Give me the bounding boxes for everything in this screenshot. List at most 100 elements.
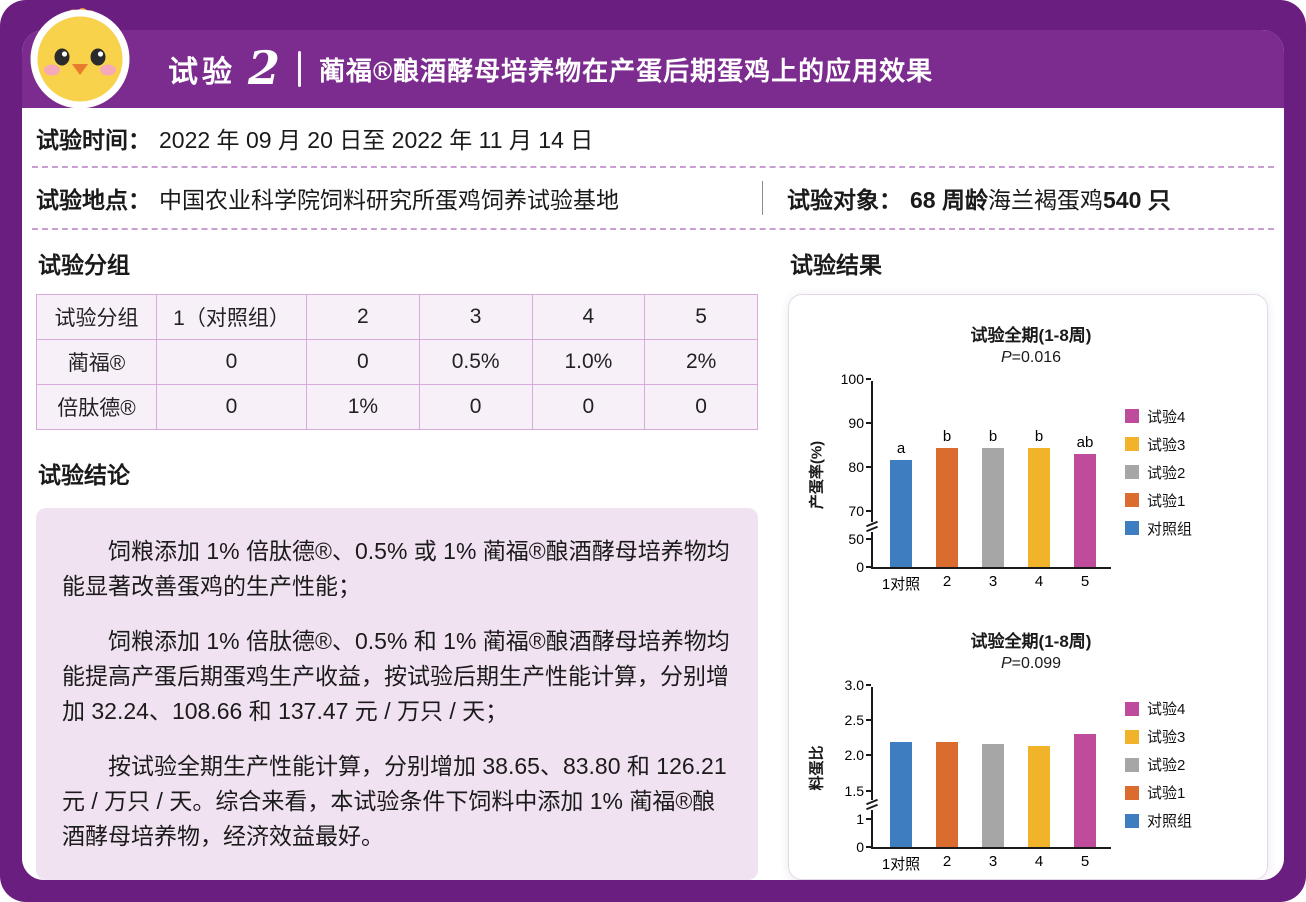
y-tick-mark bbox=[866, 683, 871, 686]
trial-location: 试验地点： 中国农业科学院饲料研究所蛋鸡饲养试验基地 bbox=[22, 179, 762, 217]
trial-subject-breed: 海兰褐蛋鸡 bbox=[987, 187, 1103, 213]
chart-legend: 试验4 试验3 试验2 试验1 对照组 bbox=[1125, 691, 1192, 838]
chart-bar bbox=[1074, 454, 1096, 567]
chart-bar bbox=[1028, 745, 1050, 847]
chart-bar bbox=[890, 741, 912, 847]
row-header-cell: 试验分组 bbox=[36, 294, 157, 340]
page-title: 蔺福®酿酒酵母培养物在产蛋后期蛋鸡上的应用效果 bbox=[319, 55, 934, 86]
legend-label: 对照组 bbox=[1147, 520, 1193, 538]
y-tick-mark bbox=[866, 845, 871, 848]
x-tick-label: 4 bbox=[1034, 573, 1044, 590]
table-cell: 0 bbox=[156, 384, 307, 430]
conclusion-heading: 试验结论 bbox=[38, 462, 130, 488]
legend-label: 试验1 bbox=[1147, 492, 1186, 510]
right-column: 试验结果 试验全期(1-8周) P=0.016 产蛋率(%) 0 50 70 80 90… bbox=[788, 242, 1268, 880]
table-row: 试验分组 1（对照组） 2 3 4 5 bbox=[36, 294, 758, 340]
y-tick-label: 90 bbox=[848, 414, 864, 431]
y-tick-mark bbox=[866, 421, 871, 424]
y-tick-label: 2.0 bbox=[844, 747, 864, 764]
y-tick-mark bbox=[866, 754, 871, 757]
legend-item: 试验4 bbox=[1125, 406, 1192, 427]
x-tick-label: 2 bbox=[942, 573, 952, 590]
content-area: 试验时间： 2022 年 09 月 20 日至 2022 年 11 月 14 日… bbox=[22, 108, 1284, 880]
table-cell: 4 bbox=[531, 294, 646, 340]
results-heading: 试验结果 bbox=[790, 252, 882, 278]
x-tick-label: 2 bbox=[942, 852, 952, 870]
p-value-text: =0.099 bbox=[1011, 654, 1062, 672]
y-tick-mark bbox=[866, 719, 871, 722]
trial-time-row: 试验时间： 2022 年 09 月 20 日至 2022 年 11 月 14 日 bbox=[22, 108, 1284, 166]
y-tick-label: 1.5 bbox=[844, 782, 864, 799]
p-value-text: =0.016 bbox=[1011, 349, 1062, 366]
legend-swatch bbox=[1125, 813, 1139, 828]
chart-body: 料蛋比 0 1 1.5 2.0 2.5 3.0 1对照 2 3 4 5 试验4 试验3 试验2 试验1 对照… bbox=[803, 678, 1259, 873]
chart-bar bbox=[982, 743, 1004, 847]
y-tick-mark bbox=[866, 537, 871, 540]
table-cell: 0 bbox=[418, 384, 533, 430]
grouping-table: 试验分组 1（对照组） 2 3 4 5 蔺福® 0 0 0.5% 1.0% 2% 倍肽德® 0 1% 0 0 0 bbox=[36, 294, 758, 430]
table-cell: 0 bbox=[156, 339, 307, 385]
significance-letter: b bbox=[1034, 428, 1044, 445]
egg-production-rate-chart: 试验全期(1-8周) P=0.016 产蛋率(%) 0 50 70 80 90 100 a 1… bbox=[803, 321, 1259, 593]
legend-label: 试验2 bbox=[1147, 757, 1186, 775]
p-symbol: P bbox=[1000, 349, 1012, 366]
vertical-divider bbox=[762, 181, 763, 215]
chick-mascot-icon bbox=[28, 5, 132, 109]
trial-subject-label: 试验对象： bbox=[787, 187, 902, 213]
trial-location-value: 中国农业科学院饲料研究所蛋鸡饲养试验基地 bbox=[159, 187, 619, 213]
y-tick-label: 2.5 bbox=[844, 712, 864, 729]
dashed-divider bbox=[32, 166, 1274, 168]
legend-label: 试验2 bbox=[1147, 464, 1186, 482]
y-axis-title: 料蛋比 bbox=[808, 745, 826, 791]
x-tick-label: 1对照 bbox=[881, 576, 921, 593]
grouping-heading: 试验分组 bbox=[38, 252, 130, 278]
legend-swatch bbox=[1125, 785, 1139, 800]
legend-item: 试验1 bbox=[1125, 490, 1192, 511]
x-tick-label: 4 bbox=[1034, 852, 1044, 870]
main-area: 试验分组 试验分组 1（对照组） 2 3 4 5 蔺福® 0 0 0.5% 1.0% 2% 倍肽德® 0 1… bbox=[22, 230, 1284, 880]
chart-title: 试验全期(1-8周) bbox=[970, 631, 1092, 651]
legend-swatch bbox=[1125, 437, 1139, 451]
trial-location-label: 试验地点： bbox=[36, 187, 151, 213]
legend-item: 对照组 bbox=[1125, 518, 1192, 539]
x-tick-label: 5 bbox=[1080, 573, 1090, 590]
y-tick-mark bbox=[866, 509, 871, 512]
y-tick-label: 0 bbox=[856, 559, 864, 575]
significance-letter: b bbox=[942, 428, 952, 445]
chart-bar bbox=[1074, 733, 1096, 847]
table-row: 倍肽德® 0 1% 0 0 0 bbox=[36, 384, 758, 430]
chart-body: 产蛋率(%) 0 50 70 80 90 100 a 1对照 b 2 b 3 b 4 ab 5 试验4 试验3 试… bbox=[803, 372, 1259, 593]
chart-title: 试验全期(1-8周) bbox=[970, 326, 1092, 345]
legend-item: 对照组 bbox=[1125, 810, 1192, 831]
significance-letter: a bbox=[896, 440, 906, 457]
row-header-cell: 倍肽德® bbox=[36, 384, 157, 430]
trial-number: 2 bbox=[248, 41, 281, 95]
y-tick-mark bbox=[866, 465, 871, 468]
table-cell: 3 bbox=[418, 294, 533, 340]
header-divider bbox=[298, 51, 302, 87]
table-cell: 5 bbox=[644, 294, 758, 340]
legend-swatch bbox=[1125, 521, 1139, 535]
x-tick-label: 3 bbox=[988, 573, 998, 590]
legend-swatch bbox=[1125, 493, 1139, 507]
legend-item: 试验4 bbox=[1125, 698, 1192, 719]
y-tick-label: 50 bbox=[848, 530, 864, 547]
y-tick-mark bbox=[866, 818, 871, 821]
legend-swatch bbox=[1125, 701, 1139, 716]
conclusion-paragraph: 饲粮添加 1% 倍肽德®、0.5% 或 1% 蔺福®酿酒酵母培养物均能显著改善蛋… bbox=[62, 538, 730, 599]
results-card: 试验全期(1-8周) P=0.016 产蛋率(%) 0 50 70 80 90 100 a 1… bbox=[788, 294, 1268, 880]
left-column: 试验分组 试验分组 1（对照组） 2 3 4 5 蔺福® 0 0 0.5% 1.0% 2% 倍肽德® 0 1… bbox=[36, 242, 758, 880]
chart-bar bbox=[936, 448, 958, 567]
y-tick-label: 80 bbox=[848, 458, 864, 475]
legend-label: 对照组 bbox=[1147, 813, 1193, 831]
table-cell: 0 bbox=[644, 384, 758, 430]
significance-letter: b bbox=[988, 428, 998, 445]
trial-subject-count: 540 只 bbox=[1102, 187, 1171, 213]
table-cell: 2% bbox=[644, 339, 758, 385]
conclusion-box: 饲粮添加 1% 倍肽德®、0.5% 或 1% 蔺福®酿酒酵母培养物均能显著改善蛋… bbox=[36, 508, 758, 880]
chart-bar bbox=[982, 448, 1004, 567]
legend-swatch bbox=[1125, 409, 1139, 423]
x-tick-label: 3 bbox=[988, 852, 998, 870]
table-cell: 2 bbox=[306, 294, 420, 340]
